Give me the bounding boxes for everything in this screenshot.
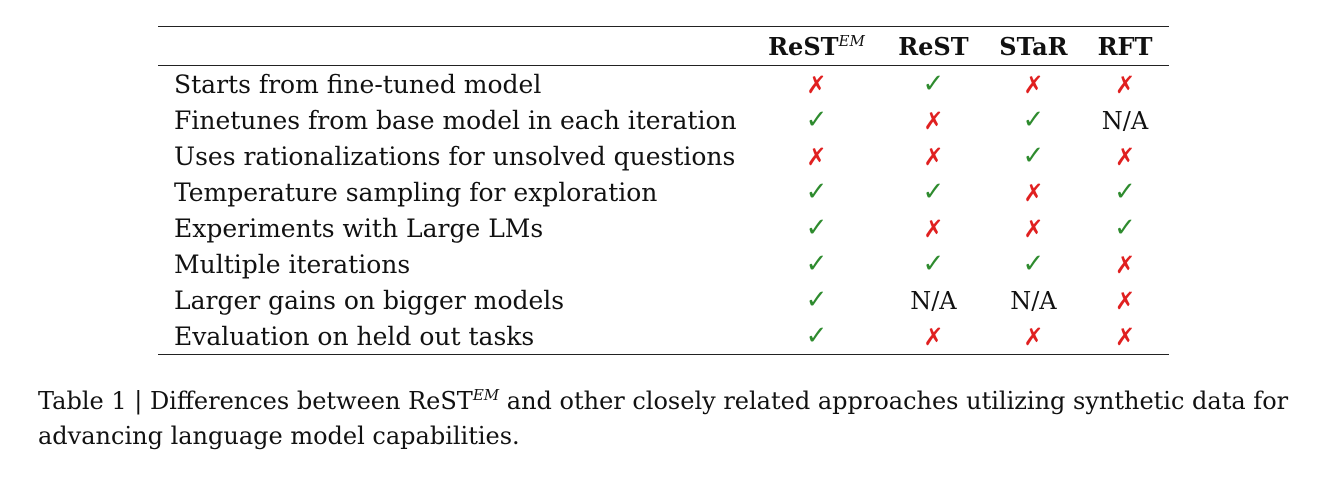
check-icon: ✓: [805, 177, 828, 207]
cross-icon: ✗: [1114, 286, 1136, 315]
caption-suffix: and other closely related approaches uti…: [38, 387, 1289, 450]
cell-cross: ✗: [1081, 282, 1169, 318]
cell-check: ✓: [752, 174, 881, 210]
check-icon: ✓: [805, 321, 828, 351]
cell-check: ✓: [752, 102, 881, 138]
cross-icon: ✗: [806, 142, 827, 171]
cell-cross: ✗: [986, 174, 1081, 210]
check-icon: ✓: [1022, 141, 1045, 171]
cell-na: N/A: [986, 282, 1081, 318]
column-header: RFT: [1097, 31, 1153, 61]
row-label: Starts from fine-tuned model: [174, 69, 542, 99]
cell-cross: ✗: [986, 66, 1081, 103]
cross-icon: ✗: [1114, 322, 1136, 351]
table-caption: Table 1 | Differences between ReSTEM and…: [38, 378, 1308, 454]
table-row: Starts from fine-tuned model ✗ ✓ ✗ ✗: [158, 66, 1169, 103]
cross-icon: ✗: [1114, 70, 1136, 99]
cell-cross: ✗: [881, 102, 986, 138]
table-row: Evaluation on held out tasks ✓ ✗ ✗ ✗: [158, 318, 1169, 355]
check-icon: ✓: [1114, 213, 1136, 243]
row-label: Uses rationalizations for unsolved quest…: [174, 141, 736, 171]
cell-check: ✓: [881, 174, 986, 210]
cross-icon: ✗: [923, 106, 944, 135]
cell-check: ✓: [986, 246, 1081, 282]
comparison-table: ReSTEM ReST STaR RFT Starts from fine-tu…: [158, 26, 1169, 355]
cell-cross: ✗: [752, 138, 881, 174]
cell-na: N/A: [1081, 102, 1169, 138]
cross-icon: ✗: [1114, 142, 1136, 171]
cell-cross: ✗: [1081, 138, 1169, 174]
na-text: N/A: [1010, 286, 1057, 315]
cell-cross: ✗: [986, 210, 1081, 246]
column-header: ReSTEM: [768, 31, 865, 61]
row-label: Experiments with Large LMs: [174, 213, 544, 243]
cell-check: ✓: [881, 246, 986, 282]
cell-check: ✓: [752, 282, 881, 318]
cell-check: ✓: [986, 138, 1081, 174]
table-row: Larger gains on bigger models ✓ N/A N/A ✗: [158, 282, 1169, 318]
na-text: N/A: [1101, 106, 1149, 135]
table-row: Finetunes from base model in each iterat…: [158, 102, 1169, 138]
cell-check: ✓: [752, 246, 881, 282]
cell-cross: ✗: [881, 138, 986, 174]
check-icon: ✓: [1022, 105, 1045, 135]
check-icon: ✓: [805, 285, 828, 315]
cell-check: ✓: [1081, 210, 1169, 246]
caption-prefix: Table 1 | Differences between ReST: [38, 387, 473, 415]
cross-icon: ✗: [923, 142, 944, 171]
row-label: Temperature sampling for exploration: [174, 177, 658, 207]
cell-check: ✓: [1081, 174, 1169, 210]
cell-cross: ✗: [881, 210, 986, 246]
row-label: Evaluation on held out tasks: [174, 321, 535, 351]
row-label: Multiple iterations: [174, 249, 411, 279]
cross-icon: ✗: [1023, 322, 1044, 351]
na-text: N/A: [910, 286, 957, 315]
cross-icon: ✗: [1023, 178, 1044, 207]
table-header-row: ReSTEM ReST STaR RFT: [158, 26, 1169, 66]
check-icon: ✓: [922, 249, 945, 279]
check-icon: ✓: [1114, 177, 1136, 207]
cell-check: ✓: [752, 210, 881, 246]
check-icon: ✓: [805, 249, 828, 279]
row-label: Finetunes from base model in each iterat…: [174, 105, 737, 135]
row-label: Larger gains on bigger models: [174, 285, 565, 315]
table-row: Uses rationalizations for unsolved quest…: [158, 138, 1169, 174]
cell-cross: ✗: [1081, 246, 1169, 282]
check-icon: ✓: [805, 105, 828, 135]
table-body: Starts from fine-tuned model ✗ ✓ ✗ ✗ Finetune…: [158, 66, 1169, 355]
cell-check: ✓: [986, 102, 1081, 138]
table-row: Experiments with Large LMs ✓ ✗ ✗ ✓: [158, 210, 1169, 246]
table-row: Multiple iterations ✓ ✓ ✓ ✗: [158, 246, 1169, 282]
cross-icon: ✗: [923, 322, 944, 351]
check-icon: ✓: [922, 177, 945, 207]
cell-cross: ✗: [881, 318, 986, 355]
cell-cross: ✗: [752, 66, 881, 103]
table-row: Temperature sampling for exploration ✓ ✓ ✗ ✓: [158, 174, 1169, 210]
cell-check: ✓: [752, 318, 881, 355]
check-icon: ✓: [1022, 249, 1045, 279]
check-icon: ✓: [922, 69, 945, 99]
cell-cross: ✗: [1081, 318, 1169, 355]
cell-cross: ✗: [1081, 66, 1169, 103]
column-header: STaR: [999, 31, 1068, 61]
cell-check: ✓: [881, 66, 986, 103]
comparison-table-container: ReSTEM ReST STaR RFT Starts from fine-tu…: [158, 26, 1169, 355]
cross-icon: ✗: [1023, 214, 1044, 243]
cross-icon: ✗: [923, 214, 944, 243]
cross-icon: ✗: [1023, 70, 1044, 99]
cross-icon: ✗: [1114, 250, 1136, 279]
cross-icon: ✗: [806, 70, 827, 99]
cell-cross: ✗: [986, 318, 1081, 355]
header-blank-cell: [158, 27, 752, 66]
column-header: ReST: [898, 31, 969, 61]
caption-superscript: EM: [472, 386, 500, 404]
cell-na: N/A: [881, 282, 986, 318]
check-icon: ✓: [805, 213, 828, 243]
